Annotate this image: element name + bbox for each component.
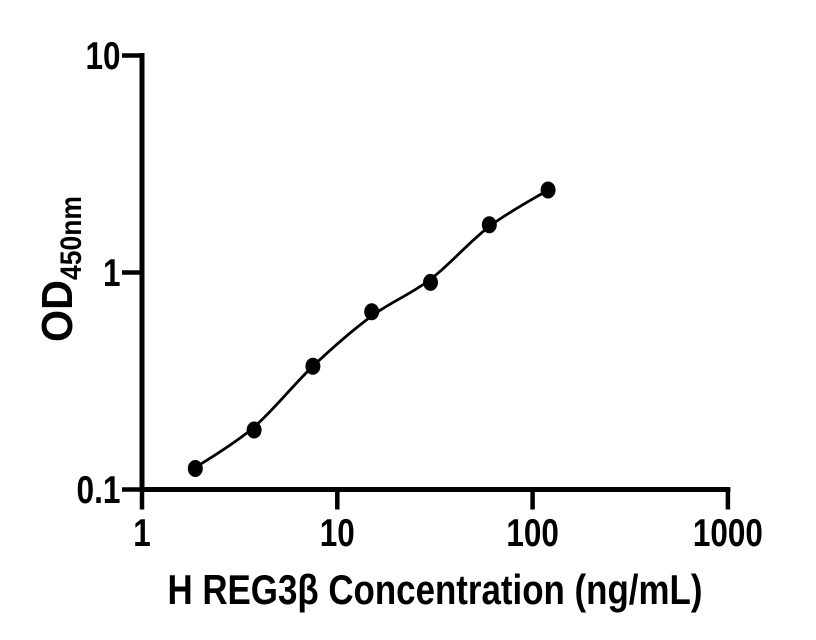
y-axis-tick-label: 10 — [86, 35, 121, 78]
y-axis-title: OD450nm — [33, 196, 88, 342]
x-axis-tick-label: 1 — [133, 512, 151, 555]
y-axis-tick-label: 0.1 — [77, 469, 121, 512]
data-point — [481, 216, 497, 234]
data-point — [423, 273, 438, 291]
y-axis-title-main: OD — [33, 280, 82, 342]
x-axis-tick-label: 10 — [320, 512, 355, 555]
data-point — [305, 357, 321, 375]
data-point — [187, 460, 203, 477]
data-point — [246, 421, 262, 439]
y-axis-tick-label: 1 — [103, 252, 121, 295]
x-axis-title: H REG3β Concentration (ng/mL) — [167, 566, 702, 613]
data-point — [364, 303, 380, 321]
y-axis-title-subscript: 450nm — [55, 196, 88, 280]
x-axis-tick-label: 1000 — [693, 512, 763, 555]
data-point — [540, 181, 556, 199]
x-axis-tick-label: 100 — [506, 512, 558, 555]
